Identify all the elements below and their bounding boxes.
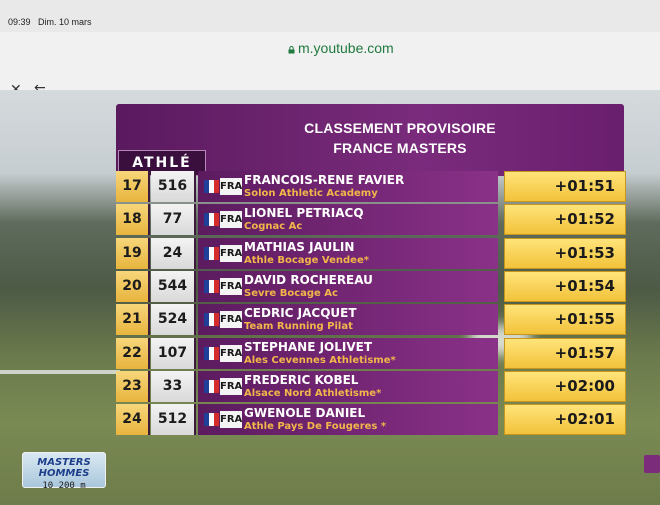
time-gap: +01:52 <box>504 204 626 235</box>
country-code: FRA <box>220 211 242 228</box>
country-code: FRA <box>220 378 242 395</box>
france-flag-icon <box>204 413 219 426</box>
athlete-name: STEPHANE JOLIVET <box>244 340 373 354</box>
corner-badge <box>644 455 660 473</box>
athlete-panel <box>198 271 498 302</box>
france-flag-icon <box>204 213 219 226</box>
club-name: Sevre Bocage Ac <box>244 288 338 299</box>
athlete-panel <box>198 171 498 202</box>
rank-cell: 23 <box>116 371 150 402</box>
status-time: 09:39 <box>8 17 31 27</box>
athlete-panel <box>198 304 498 335</box>
event-distance: 10 200 m <box>42 481 86 491</box>
status-date: Dim. 10 mars <box>38 17 92 27</box>
athlete-name: GWENOLE DANIEL <box>244 406 366 420</box>
country-code: FRA <box>220 178 242 195</box>
athlete-panel <box>198 204 498 235</box>
athlete-name: FRANCOIS-RENE FAVIER <box>244 173 405 187</box>
result-row: 21 524 FRA CEDRIC JACQUET Team Running Pilat… <box>116 304 628 335</box>
browser-toolbar: m.youtube.com ✕ ← <box>0 32 660 98</box>
scoreboard-subtitle: FRANCE MASTERS <box>333 140 467 156</box>
event-label: MASTERS HOMMES 10 200 m <box>22 452 106 491</box>
country-code: FRA <box>220 411 242 428</box>
result-row: 17 516 FRA FRANCOIS-RENE FAVIER Solon Athlet… <box>116 171 628 202</box>
club-name: Solon Athletic Academy <box>244 188 378 199</box>
time-gap: +01:57 <box>504 338 626 369</box>
club-name: Cognac Ac <box>244 221 303 232</box>
club-name: Athle Bocage Vendee* <box>244 255 369 266</box>
bib-cell: 544 <box>151 271 196 302</box>
browser-nav-row: ✕ ← <box>0 54 660 98</box>
france-flag-icon <box>204 247 219 260</box>
athlete-panel <box>198 338 498 369</box>
rank-cell: 20 <box>116 271 150 302</box>
club-name: Ales Cevennes Athletisme* <box>244 355 396 366</box>
result-row: 18 77 FRA LIONEL PETRIACQ Cognac Ac +01:52 <box>116 204 628 235</box>
athlete-name: CEDRIC JACQUET <box>244 306 357 320</box>
club-name: Athle Pays De Fougeres * <box>244 421 387 432</box>
rank-cell: 22 <box>116 338 150 369</box>
result-row: 22 107 FRA STEPHANE JOLIVET Ales Cevennes At… <box>116 338 628 369</box>
athlete-name: DAVID ROCHEREAU <box>244 273 373 287</box>
bib-cell: 24 <box>151 238 196 269</box>
lock-icon <box>288 46 295 54</box>
france-flag-icon <box>204 180 219 193</box>
rank-cell: 19 <box>116 238 150 269</box>
result-row: 23 33 FRA FREDERIC KOBEL Alsace Nord Athleti… <box>116 371 628 402</box>
field-fence <box>0 370 120 374</box>
rank-cell: 18 <box>116 204 150 235</box>
france-flag-icon <box>204 313 219 326</box>
bib-cell: 516 <box>151 171 196 202</box>
bib-cell: 77 <box>151 204 196 235</box>
time-gap: +01:55 <box>504 304 626 335</box>
rank-cell: 21 <box>116 304 150 335</box>
scoreboard-title: CLASSEMENT PROVISOIRE <box>304 120 496 136</box>
athlete-name: MATHIAS JAULIN <box>244 240 355 254</box>
url-text[interactable]: m.youtube.com <box>298 40 394 56</box>
club-name: Team Running Pilat <box>244 321 353 332</box>
time-gap: +02:01 <box>504 404 626 435</box>
rank-cell: 24 <box>116 404 150 435</box>
result-row: 20 544 FRA DAVID ROCHEREAU Sevre Bocage Ac +0… <box>116 271 628 302</box>
bib-cell: 107 <box>151 338 196 369</box>
result-row: 24 512 FRA GWENOLE DANIEL Athle Pays De Foug… <box>116 404 628 435</box>
time-gap: +01:51 <box>504 171 626 202</box>
athlete-name: FREDERIC KOBEL <box>244 373 359 387</box>
time-gap: +02:00 <box>504 371 626 402</box>
bib-cell: 524 <box>151 304 196 335</box>
country-code: FRA <box>220 245 242 262</box>
arrow-left-icon[interactable]: ← <box>34 80 46 96</box>
time-gap: +01:53 <box>504 238 626 269</box>
club-name: Alsace Nord Athletisme* <box>244 388 382 399</box>
athlete-panel <box>198 404 498 435</box>
france-flag-icon <box>204 280 219 293</box>
rank-cell: 17 <box>116 171 150 202</box>
country-code: FRA <box>220 311 242 328</box>
time-gap: +01:54 <box>504 271 626 302</box>
status-bar: 09:39 Dim. 10 mars <box>0 0 660 32</box>
scoreboard-header: CLASSEMENT PROVISOIRE FRANCE MASTERS <box>116 104 624 176</box>
france-flag-icon <box>204 380 219 393</box>
country-code: FRA <box>220 278 242 295</box>
address-bar[interactable]: m.youtube.com <box>0 32 660 56</box>
bib-cell: 512 <box>151 404 196 435</box>
france-flag-icon <box>204 347 219 360</box>
bib-cell: 33 <box>151 371 196 402</box>
result-row: 19 24 FRA MATHIAS JAULIN Athle Bocage Vendee… <box>116 238 628 269</box>
athlete-name: LIONEL PETRIACQ <box>244 206 364 220</box>
athlete-panel <box>198 238 498 269</box>
event-category: MASTERS HOMMES <box>37 457 91 479</box>
country-code: FRA <box>220 345 242 362</box>
athlete-panel <box>198 371 498 402</box>
